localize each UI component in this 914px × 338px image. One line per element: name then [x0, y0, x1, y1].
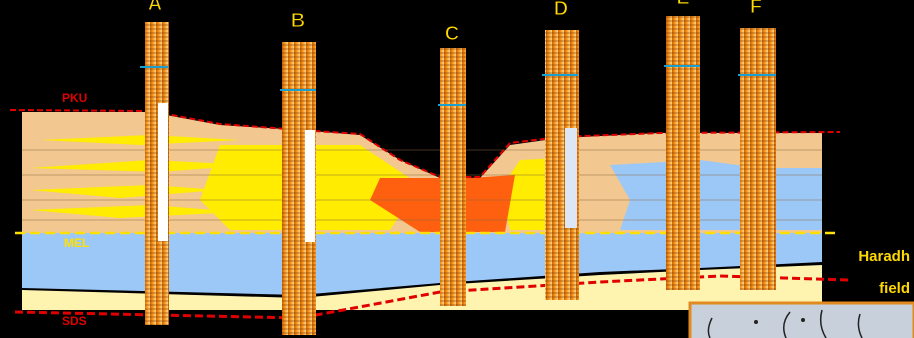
horizon-label: MEL	[64, 236, 89, 250]
well-log	[740, 28, 776, 290]
well-log	[440, 48, 466, 306]
cross-section: A B C D E F PKU MEL SDS Haradh field	[0, 0, 914, 338]
well-label: A	[148, 0, 162, 15]
horizon-label: SDS	[62, 314, 87, 328]
well-log	[666, 16, 700, 290]
well-label: E	[676, 0, 689, 9]
inset-map	[690, 303, 914, 338]
horizon-label: PKU	[62, 91, 87, 105]
well-label: C	[445, 23, 459, 45]
well-label: F	[750, 0, 762, 18]
core-interval	[158, 103, 168, 241]
core-interval	[565, 128, 577, 228]
field-label: Haradh	[858, 248, 910, 265]
well-label: B	[291, 10, 305, 32]
well-label: D	[554, 0, 568, 20]
upper-blue-unit	[610, 160, 822, 230]
core-interval	[305, 130, 315, 242]
field-label: field	[879, 280, 910, 297]
